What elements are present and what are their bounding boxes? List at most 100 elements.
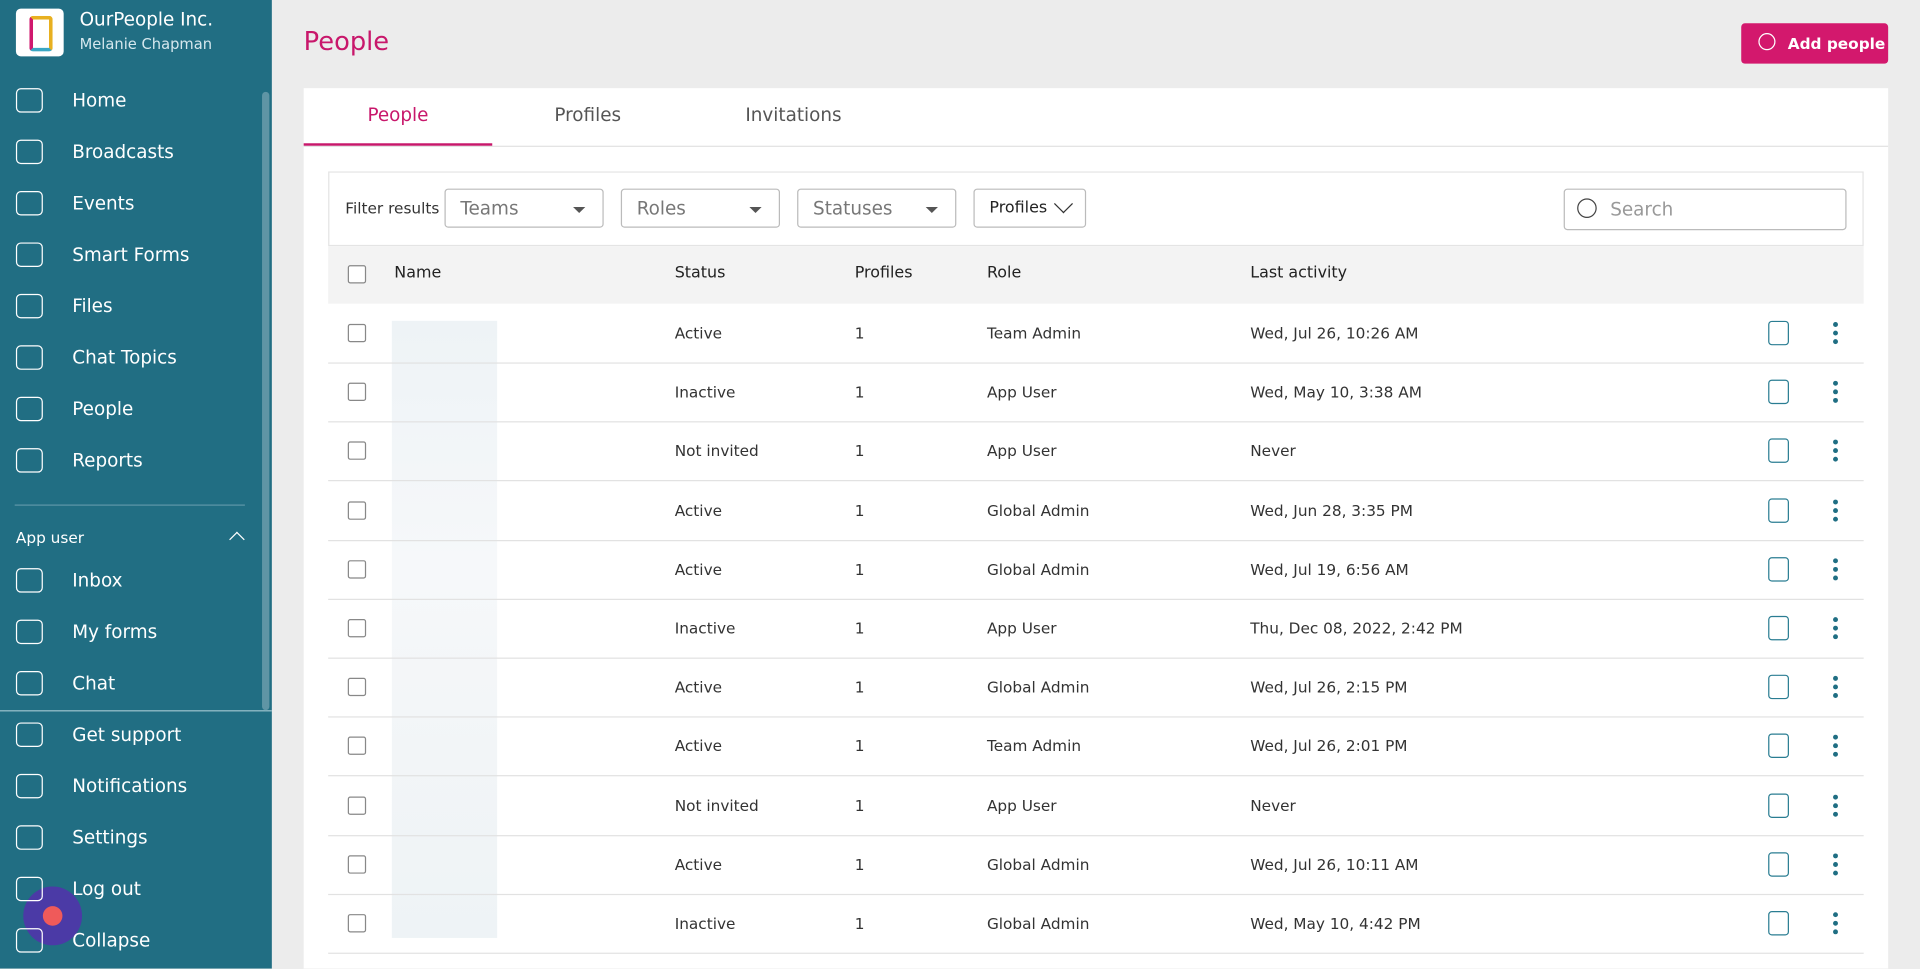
nav-item[interactable]: People	[72, 397, 134, 421]
nav-item[interactable]: Events	[72, 192, 135, 215]
row-checkbox[interactable]	[347, 382, 367, 402]
more-menu[interactable]	[1833, 794, 1838, 818]
dropdown-label: Statuses	[813, 197, 893, 220]
row-checkbox[interactable]	[347, 323, 367, 343]
filter-dropdown[interactable]: Roles	[620, 188, 781, 228]
more-menu[interactable]	[1833, 676, 1838, 700]
tab[interactable]: People	[367, 104, 429, 127]
edit-icon[interactable]	[1768, 674, 1789, 700]
tab[interactable]: Invitations	[745, 104, 842, 127]
cell: Wed, May 10, 4:42 PM	[1250, 914, 1421, 933]
more-menu[interactable]	[1833, 735, 1838, 759]
dot	[1833, 575, 1838, 581]
logo-mark	[29, 15, 53, 52]
column-header[interactable]: Role	[986, 263, 1022, 283]
edit-icon[interactable]	[1768, 792, 1789, 818]
cell: Global Admin	[986, 677, 1090, 697]
button-icon	[1758, 33, 1776, 51]
more-menu[interactable]	[1833, 499, 1838, 523]
more-menu[interactable]	[1833, 381, 1838, 405]
filter-dropdown[interactable]: Teams	[444, 188, 604, 228]
nav-item[interactable]: Smart Forms	[72, 243, 190, 266]
nav-icon	[15, 191, 43, 216]
add-people-button[interactable]: Add people	[1741, 23, 1889, 64]
cell: 1	[854, 382, 865, 402]
dot	[1833, 676, 1838, 682]
more-menu[interactable]	[1833, 440, 1838, 464]
row-checkbox[interactable]	[347, 796, 367, 815]
nav-icon	[15, 773, 43, 799]
nav-item[interactable]: Reports	[72, 449, 143, 472]
filter-dropdown[interactable]: Profiles	[973, 188, 1087, 228]
nav-item[interactable]: Get support	[72, 723, 182, 746]
column-header[interactable]: Name	[394, 263, 442, 283]
nav-item[interactable]: Home	[72, 89, 127, 112]
dropdown-arrow	[573, 206, 586, 214]
edit-icon[interactable]	[1768, 379, 1789, 405]
edit-icon[interactable]	[1768, 438, 1789, 464]
button-label: Add people	[1787, 34, 1886, 53]
more-menu[interactable]	[1833, 853, 1838, 877]
dropdown-label: Roles	[636, 197, 686, 220]
nav-item[interactable]: Collapse	[72, 929, 151, 952]
cell: 1	[854, 441, 865, 461]
row-checkbox[interactable]	[347, 500, 367, 520]
row-checkbox[interactable]	[347, 677, 367, 697]
assistant-button[interactable]	[23, 886, 83, 946]
select-all-checkbox[interactable]	[347, 265, 367, 284]
dot	[1833, 861, 1838, 867]
more-menu[interactable]	[1833, 558, 1838, 582]
edit-icon[interactable]	[1768, 556, 1789, 582]
column-header[interactable]: Status	[674, 263, 726, 283]
row-checkbox[interactable]	[347, 914, 367, 933]
column-header[interactable]: Profiles	[854, 263, 913, 283]
cell: Team Admin	[986, 323, 1082, 343]
nav-item[interactable]: Chat Topics	[72, 346, 177, 369]
dot	[1833, 853, 1838, 859]
more-menu[interactable]	[1833, 322, 1838, 346]
nav-item[interactable]: Log out	[72, 877, 141, 901]
cell: Inactive	[674, 914, 736, 933]
edit-icon[interactable]	[1768, 911, 1789, 936]
dot	[1833, 440, 1838, 445]
nav-icon	[15, 88, 43, 113]
chevron[interactable]	[229, 531, 245, 548]
cell: Global Admin	[986, 559, 1090, 579]
sidebar: OurPeople Inc. Melanie Chapman App user …	[0, 0, 272, 969]
dot	[1833, 634, 1838, 640]
nav-item[interactable]: Files	[72, 295, 113, 318]
row-checkbox[interactable]	[347, 441, 367, 461]
more-menu[interactable]	[1833, 912, 1838, 936]
nav-item[interactable]: Inbox	[72, 569, 123, 592]
row-checkbox[interactable]	[347, 618, 367, 638]
nav-item[interactable]: Chat	[72, 672, 116, 695]
filter-dropdown[interactable]: Statuses	[797, 188, 957, 228]
row-checkbox[interactable]	[347, 737, 367, 756]
column-header[interactable]: Last activity	[1250, 263, 1348, 283]
tab-underline	[303, 143, 493, 146]
cell: 1	[854, 618, 865, 638]
edit-icon[interactable]	[1768, 497, 1789, 523]
divider	[14, 504, 245, 506]
edit-icon[interactable]	[1768, 320, 1789, 346]
edit-icon[interactable]	[1768, 615, 1789, 641]
cell: Never	[1250, 796, 1296, 815]
cell: 1	[854, 796, 865, 815]
nav-icon	[15, 396, 43, 422]
nav-item[interactable]: My forms	[72, 620, 158, 643]
tab[interactable]: Profiles	[554, 104, 622, 127]
nav-item[interactable]: Broadcasts	[72, 140, 174, 163]
dot	[1833, 389, 1838, 395]
row-checkbox[interactable]	[347, 559, 367, 579]
cell: Not invited	[674, 441, 759, 461]
nav-item[interactable]: Notifications	[72, 775, 188, 798]
search-box[interactable]: Search	[1563, 188, 1847, 231]
nav-item[interactable]: Settings	[72, 826, 148, 849]
more-menu[interactable]	[1833, 617, 1838, 641]
row-checkbox[interactable]	[347, 855, 367, 874]
edit-icon[interactable]	[1768, 733, 1789, 759]
cell: Inactive	[674, 382, 736, 402]
row-divider	[328, 834, 1864, 836]
edit-icon[interactable]	[1768, 851, 1789, 877]
tab-border	[303, 145, 1889, 147]
